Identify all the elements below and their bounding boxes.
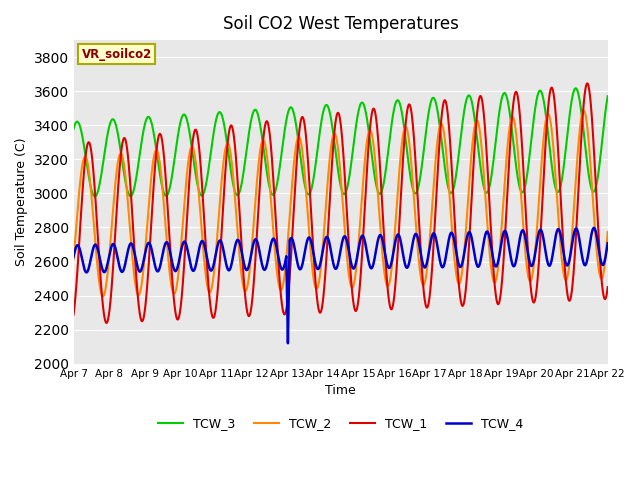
- TCW_4: [298, 262, 306, 267]
- TCW_4: [284, 340, 292, 346]
- TCW_1: [561, 264, 569, 270]
- TCW_4: [324, 234, 332, 240]
- TCW_2: [561, 276, 569, 282]
- TCW_2: [324, 182, 332, 188]
- TCW_3: [604, 93, 612, 99]
- TCW_2: [99, 293, 107, 299]
- TCW_1: [604, 284, 612, 290]
- TCW_4: [590, 225, 598, 231]
- TCW_4: [458, 262, 465, 268]
- TCW_3: [324, 103, 332, 108]
- Line: TCW_4: TCW_4: [74, 228, 608, 343]
- TCW_2: [298, 148, 306, 154]
- TCW_3: [588, 186, 595, 192]
- Line: TCW_3: TCW_3: [74, 88, 608, 197]
- TCW_1: [458, 302, 465, 308]
- TCW_1: [102, 320, 110, 326]
- TCW_1: [70, 312, 77, 318]
- TCW_1: [324, 238, 332, 243]
- TCW_4: [561, 257, 569, 263]
- TCW_3: [458, 127, 465, 132]
- TCW_3: [561, 155, 569, 161]
- TCW_1: [584, 81, 591, 86]
- TCW_1: [588, 110, 595, 116]
- Title: Soil CO2 West Temperatures: Soil CO2 West Temperatures: [223, 15, 458, 33]
- TCW_4: [294, 263, 302, 268]
- X-axis label: Time: Time: [325, 384, 356, 397]
- TCW_3: [70, 126, 77, 132]
- TCW_4: [70, 254, 77, 260]
- TCW_1: [298, 114, 306, 120]
- TCW_2: [588, 176, 595, 182]
- TCW_3: [298, 168, 306, 174]
- TCW_3: [572, 85, 579, 91]
- TCW_2: [604, 229, 612, 235]
- Line: TCW_2: TCW_2: [74, 110, 608, 296]
- TCW_4: [588, 232, 595, 238]
- TCW_3: [294, 136, 302, 142]
- TCW_4: [604, 240, 612, 246]
- Y-axis label: Soil Temperature (C): Soil Temperature (C): [15, 138, 28, 266]
- TCW_2: [458, 272, 465, 277]
- TCW_2: [294, 134, 302, 140]
- Text: VR_soilco2: VR_soilco2: [81, 48, 152, 61]
- TCW_2: [580, 108, 588, 113]
- Legend: TCW_3, TCW_2, TCW_1, TCW_4: TCW_3, TCW_2, TCW_1, TCW_4: [153, 412, 528, 435]
- TCW_3: [91, 194, 99, 200]
- Line: TCW_1: TCW_1: [74, 84, 608, 323]
- TCW_2: [70, 256, 77, 262]
- TCW_1: [294, 141, 302, 147]
